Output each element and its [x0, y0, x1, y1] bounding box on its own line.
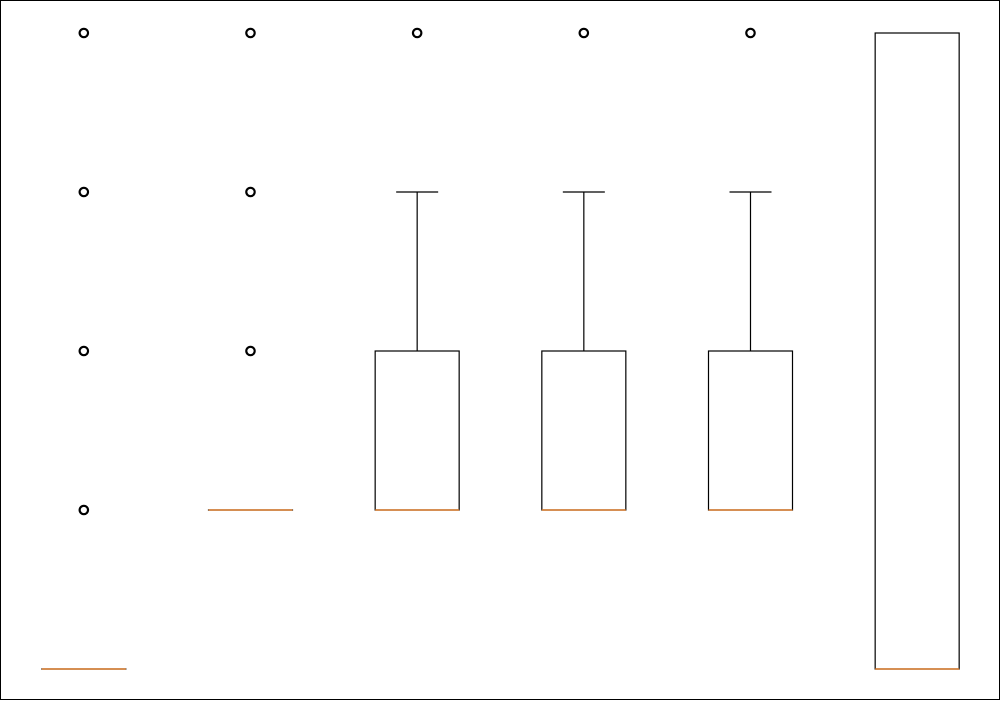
- flier-point: [746, 29, 754, 37]
- box-group-3: [375, 29, 459, 510]
- flier-point: [580, 29, 588, 37]
- flier-point: [413, 29, 421, 37]
- box: [875, 33, 959, 669]
- flier-point: [80, 29, 88, 37]
- flier-point: [80, 188, 88, 196]
- flier-point: [80, 506, 88, 514]
- box-group-6: [875, 33, 959, 669]
- box: [542, 351, 626, 510]
- box-group-2: [209, 29, 293, 510]
- flier-point: [246, 347, 254, 355]
- box: [709, 351, 793, 510]
- flier-point: [80, 347, 88, 355]
- box-group-4: [542, 29, 626, 510]
- flier-point: [246, 29, 254, 37]
- box: [375, 351, 459, 510]
- box-group-1: [42, 29, 126, 669]
- flier-point: [246, 188, 254, 196]
- box-group-5: [709, 29, 793, 510]
